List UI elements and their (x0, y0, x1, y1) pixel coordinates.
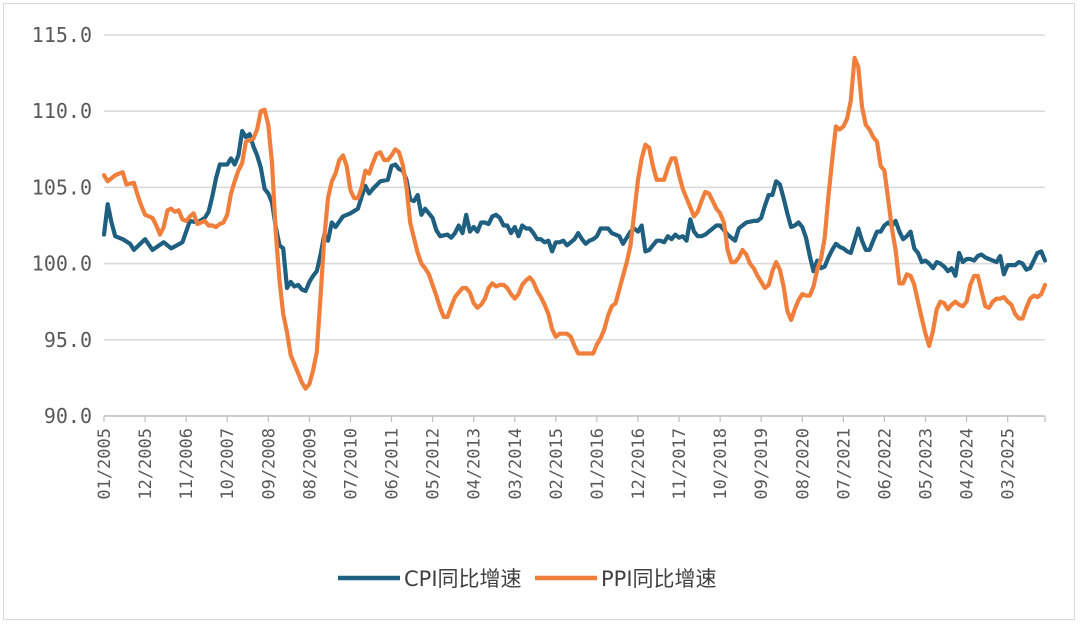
x-tick-label: 01/2016 (588, 428, 608, 500)
gridlines (104, 34, 1045, 341)
y-tick-label: 115.0 (32, 23, 92, 47)
x-tick-label: 01/2005 (95, 428, 115, 500)
x-tick-label: 05/2012 (424, 428, 444, 500)
series-line-cpi (101, 128, 1048, 294)
x-tick-label: 08/2020 (793, 428, 813, 500)
x-tick-label: 09/2019 (752, 428, 772, 500)
legend-label: PPI同比增速 (601, 567, 717, 591)
x-tick-label: 03/2014 (506, 428, 526, 500)
y-tick-label: 105.0 (32, 175, 92, 199)
x-tick-label: 12/2005 (136, 428, 156, 500)
series-lines (101, 55, 1048, 391)
x-tick-label: 08/2009 (300, 428, 320, 500)
x-tick-label: 10/2007 (218, 428, 238, 500)
legend: CPI同比增速 PPI同比增速 (338, 567, 717, 591)
x-tick-label: 11/2006 (177, 428, 197, 500)
x-axis: 01/2005 12/2005 11/2006 10/2007 09/2008 08/20… (95, 415, 1046, 500)
x-tick-label: 03/2025 (999, 428, 1019, 500)
x-tick-label: 12/2016 (629, 428, 649, 500)
x-tick-label: 05/2023 (917, 428, 937, 500)
y-tick-label: 110.0 (32, 99, 92, 123)
x-tick-label: 07/2010 (341, 428, 361, 500)
x-tick-label: 04/2024 (958, 428, 978, 500)
y-tick-label: 90.0 (44, 404, 92, 428)
y-axis-ticks: 90.0 95.0 100.0 105.0 110.0 115.0 (32, 23, 92, 428)
legend-label: CPI同比增速 (404, 567, 522, 591)
x-tick-label: 04/2013 (465, 428, 485, 500)
x-tick-label: 09/2008 (259, 428, 279, 500)
y-tick-label: 100.0 (32, 252, 92, 276)
x-tick-label: 02/2015 (547, 428, 567, 500)
x-tick-label: 06/2022 (875, 428, 895, 500)
x-tick-label: 11/2017 (670, 428, 690, 500)
series-line-ppi (101, 55, 1048, 391)
chart-frame (3, 3, 1075, 620)
x-tick-label: 10/2018 (711, 428, 731, 500)
y-tick-label: 95.0 (44, 328, 92, 352)
x-tick-label: 07/2021 (834, 428, 854, 500)
x-tick-label: 06/2011 (383, 428, 403, 500)
